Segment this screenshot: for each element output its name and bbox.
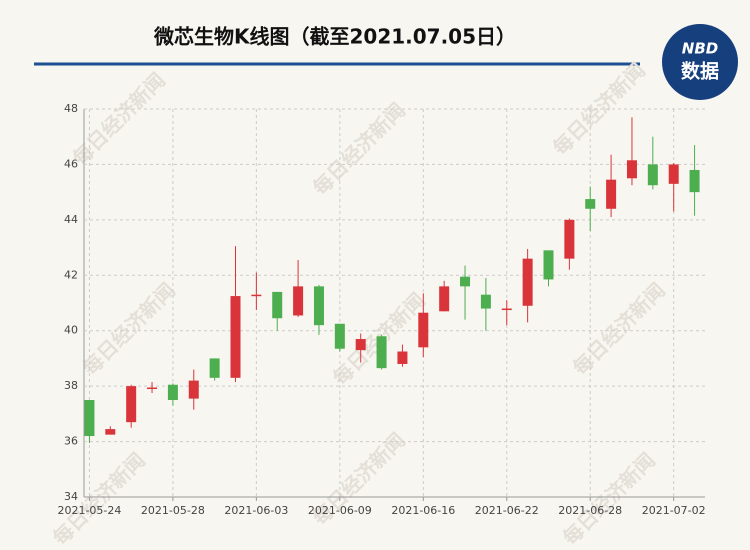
candle-body <box>585 199 596 209</box>
y-tick-label: 42 <box>64 268 78 281</box>
watermark: 每日经济新闻 <box>558 448 660 550</box>
y-tick-label: 40 <box>64 324 78 337</box>
candle-body <box>313 286 324 326</box>
candle-body <box>293 286 304 316</box>
candle-body <box>272 291 283 319</box>
logo <box>662 24 738 100</box>
candle-body <box>501 308 512 311</box>
candle-body <box>480 294 491 309</box>
candle-body <box>376 336 387 369</box>
watermark: 每日经济新闻 <box>548 58 650 160</box>
watermark: 每日经济新闻 <box>78 278 180 380</box>
candle-body <box>606 179 617 209</box>
candle-body <box>230 296 241 378</box>
candle-body <box>689 169 700 193</box>
candle-body <box>460 276 471 287</box>
candle-body <box>626 160 637 179</box>
candle-body <box>647 164 658 186</box>
logo-text: NBD <box>682 40 718 58</box>
candle-body <box>251 294 262 297</box>
watermark: 每日经济新闻 <box>308 98 410 200</box>
candle-body <box>126 386 137 423</box>
candle-body <box>105 429 116 435</box>
x-tick-label: 2021-07-02 <box>642 504 706 517</box>
y-tick-label: 44 <box>64 213 78 226</box>
candle-body <box>355 339 366 351</box>
candle-body <box>522 258 533 306</box>
x-tick-label: 2021-06-03 <box>224 504 288 517</box>
candle-body <box>167 384 178 400</box>
candle-body <box>209 358 220 378</box>
candle-body <box>543 250 554 280</box>
candle-body <box>439 286 450 312</box>
candle-body <box>564 219 575 259</box>
x-tick-label: 2021-06-09 <box>308 504 372 517</box>
y-tick-label: 48 <box>64 102 78 115</box>
y-tick-label: 34 <box>64 490 78 503</box>
watermark: 每日经济新闻 <box>68 68 170 170</box>
candle-body <box>84 400 95 437</box>
x-tick-label: 2021-06-22 <box>475 504 539 517</box>
watermark: 每日经济新闻 <box>568 278 670 380</box>
x-tick-label: 2021-06-28 <box>558 504 622 517</box>
x-tick-label: 2021-05-24 <box>57 504 121 517</box>
y-tick-label: 36 <box>64 435 78 448</box>
candle-body <box>418 312 429 348</box>
logo-text: 数据 <box>681 60 719 83</box>
candle-body <box>147 387 158 390</box>
y-tick-label: 46 <box>64 157 78 170</box>
candle-body <box>397 351 408 364</box>
candle-body <box>334 323 345 349</box>
chart-title: 微芯生物K线图（截至2021.07.05日） <box>153 25 516 49</box>
x-tick-label: 2021-05-28 <box>141 504 205 517</box>
candle-body <box>668 164 679 184</box>
x-tick-label: 2021-06-16 <box>391 504 455 517</box>
candle-body <box>188 380 199 399</box>
y-tick-label: 38 <box>64 379 78 392</box>
